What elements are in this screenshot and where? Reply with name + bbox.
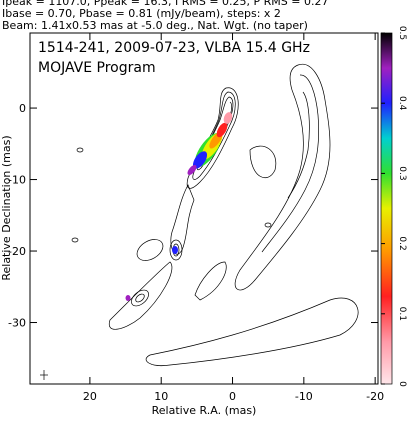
y-axis-label: Relative Declination (mas) [0,135,13,280]
colorbar-tick-label: 0.1 [397,307,407,321]
note: Beam: 1.41x0.53 mas at -5.0 deg., Nat. W… [2,19,308,32]
x-tick-label: 0 [229,390,236,403]
colorbar-tick-label: 0 [397,381,407,387]
plot-frame [29,32,379,385]
y-tick-label: -20 [8,245,26,258]
contour-map [40,63,359,380]
colorbar-tick-label: 0.2 [397,236,407,250]
note: Ipeak = 1107.0, Ppeak = 16.3, I RMS = 0.… [2,0,329,8]
polarization-colors [125,112,233,301]
chart-subtitle: MOJAVE Program [38,60,156,76]
x-tick-label: -10 [295,390,313,403]
note: Ibase = 0.70, Pbase = 0.81 (mJy/beam), s… [2,7,281,20]
x-axis-label: Relative R.A. (mas) [152,404,257,417]
colorbar-tick-label: 0.4 [397,96,407,111]
x-tick-label: 20 [83,390,97,403]
y-tick-label: -10 [8,174,26,187]
beam [40,370,48,380]
x-tick-label: 10 [154,390,168,403]
colorbar-tick-label: 0.5 [397,26,407,40]
x-tick-label: -20 [366,390,384,403]
colorbar [380,32,393,385]
colorbar-tick-label: 0.3 [397,166,407,180]
y-tick-label: -30 [8,317,26,330]
chart-title: 1514-241, 2009-07-23, VLBA 15.4 GHz [38,40,310,56]
ridge-contours [234,63,331,291]
jet-contours [71,87,359,366]
y-tick-label: 0 [19,102,26,115]
